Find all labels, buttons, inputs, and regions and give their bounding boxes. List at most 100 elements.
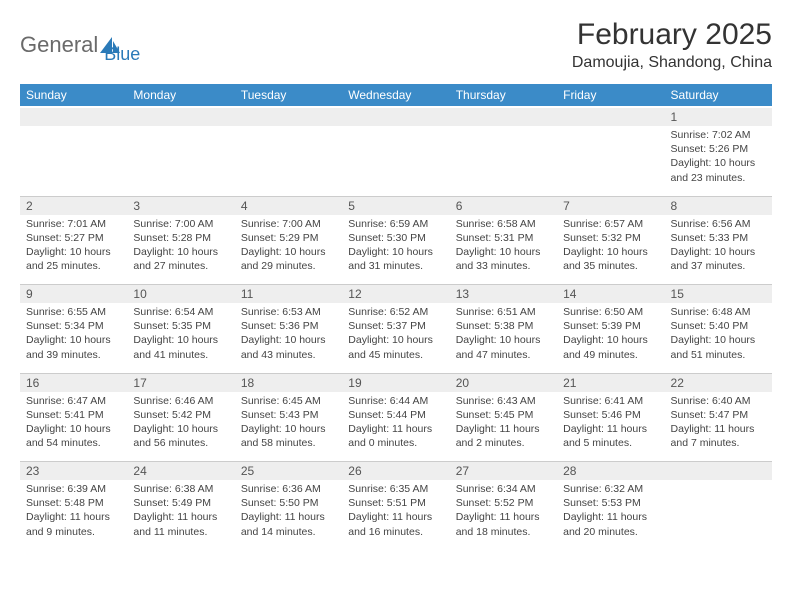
day-number-cell: 16 bbox=[20, 373, 127, 392]
sunset-line: Sunset: 5:52 PM bbox=[456, 496, 551, 510]
day-content-cell: Sunrise: 6:54 AMSunset: 5:35 PMDaylight:… bbox=[127, 303, 234, 373]
day-content-cell: Sunrise: 6:35 AMSunset: 5:51 PMDaylight:… bbox=[342, 480, 449, 550]
day-content-cell: Sunrise: 6:59 AMSunset: 5:30 PMDaylight:… bbox=[342, 215, 449, 285]
sunrise-line: Sunrise: 6:35 AM bbox=[348, 482, 443, 496]
day-number-cell: 6 bbox=[450, 196, 557, 215]
day-number-cell: 11 bbox=[235, 285, 342, 304]
day-number-cell: 28 bbox=[557, 462, 664, 481]
sunset-line: Sunset: 5:26 PM bbox=[671, 142, 766, 156]
day-content-cell: Sunrise: 6:50 AMSunset: 5:39 PMDaylight:… bbox=[557, 303, 664, 373]
day-number-cell: 13 bbox=[450, 285, 557, 304]
sunset-line: Sunset: 5:39 PM bbox=[563, 319, 658, 333]
day-number-cell: 4 bbox=[235, 196, 342, 215]
sunset-line: Sunset: 5:34 PM bbox=[26, 319, 121, 333]
daylight-line: Daylight: 11 hours and 5 minutes. bbox=[563, 422, 658, 450]
day-content-cell: Sunrise: 6:44 AMSunset: 5:44 PMDaylight:… bbox=[342, 392, 449, 462]
logo-text-general: General bbox=[20, 32, 98, 58]
calendar-table: Sunday Monday Tuesday Wednesday Thursday… bbox=[20, 84, 772, 550]
daylight-line: Daylight: 10 hours and 41 minutes. bbox=[133, 333, 228, 361]
day-content-cell bbox=[557, 126, 664, 196]
daylight-line: Daylight: 10 hours and 31 minutes. bbox=[348, 245, 443, 273]
day-number-cell bbox=[127, 107, 234, 126]
daylight-line: Daylight: 10 hours and 29 minutes. bbox=[241, 245, 336, 273]
sunrise-line: Sunrise: 6:40 AM bbox=[671, 394, 766, 408]
day-number-cell bbox=[20, 107, 127, 126]
page-title: February 2025 bbox=[572, 18, 772, 52]
sunset-line: Sunset: 5:36 PM bbox=[241, 319, 336, 333]
daylight-line: Daylight: 11 hours and 9 minutes. bbox=[26, 510, 121, 538]
day-number-cell bbox=[557, 107, 664, 126]
daylight-line: Daylight: 11 hours and 20 minutes. bbox=[563, 510, 658, 538]
day-number-cell: 5 bbox=[342, 196, 449, 215]
day-content-cell: Sunrise: 6:43 AMSunset: 5:45 PMDaylight:… bbox=[450, 392, 557, 462]
day-content-cell: Sunrise: 6:34 AMSunset: 5:52 PMDaylight:… bbox=[450, 480, 557, 550]
day-number-cell: 23 bbox=[20, 462, 127, 481]
daylight-line: Daylight: 10 hours and 33 minutes. bbox=[456, 245, 551, 273]
sunrise-line: Sunrise: 6:45 AM bbox=[241, 394, 336, 408]
day-content-cell: Sunrise: 7:00 AMSunset: 5:28 PMDaylight:… bbox=[127, 215, 234, 285]
sunset-line: Sunset: 5:53 PM bbox=[563, 496, 658, 510]
day-number-cell: 3 bbox=[127, 196, 234, 215]
sunset-line: Sunset: 5:33 PM bbox=[671, 231, 766, 245]
day-content-cell bbox=[450, 126, 557, 196]
daylight-line: Daylight: 11 hours and 16 minutes. bbox=[348, 510, 443, 538]
weekday-header: Saturday bbox=[665, 84, 772, 107]
weekday-header: Sunday bbox=[20, 84, 127, 107]
daylight-line: Daylight: 11 hours and 11 minutes. bbox=[133, 510, 228, 538]
day-content-cell bbox=[342, 126, 449, 196]
sunset-line: Sunset: 5:44 PM bbox=[348, 408, 443, 422]
sunset-line: Sunset: 5:43 PM bbox=[241, 408, 336, 422]
day-number-row: 16171819202122 bbox=[20, 373, 772, 392]
daylight-line: Daylight: 10 hours and 58 minutes. bbox=[241, 422, 336, 450]
day-content-cell: Sunrise: 6:53 AMSunset: 5:36 PMDaylight:… bbox=[235, 303, 342, 373]
sunrise-line: Sunrise: 7:00 AM bbox=[241, 217, 336, 231]
day-number-cell: 21 bbox=[557, 373, 664, 392]
day-content-cell: Sunrise: 7:02 AMSunset: 5:26 PMDaylight:… bbox=[665, 126, 772, 196]
day-content-cell: Sunrise: 6:40 AMSunset: 5:47 PMDaylight:… bbox=[665, 392, 772, 462]
day-content-cell bbox=[235, 126, 342, 196]
sunrise-line: Sunrise: 6:53 AM bbox=[241, 305, 336, 319]
day-content-cell: Sunrise: 7:00 AMSunset: 5:29 PMDaylight:… bbox=[235, 215, 342, 285]
day-content-cell: Sunrise: 6:45 AMSunset: 5:43 PMDaylight:… bbox=[235, 392, 342, 462]
daylight-line: Daylight: 11 hours and 18 minutes. bbox=[456, 510, 551, 538]
day-number-row: 232425262728 bbox=[20, 462, 772, 481]
daylight-line: Daylight: 10 hours and 23 minutes. bbox=[671, 156, 766, 184]
day-number-cell: 19 bbox=[342, 373, 449, 392]
daylight-line: Daylight: 11 hours and 0 minutes. bbox=[348, 422, 443, 450]
sunset-line: Sunset: 5:49 PM bbox=[133, 496, 228, 510]
day-number-cell: 22 bbox=[665, 373, 772, 392]
daylight-line: Daylight: 10 hours and 56 minutes. bbox=[133, 422, 228, 450]
sunrise-line: Sunrise: 6:58 AM bbox=[456, 217, 551, 231]
day-content-cell bbox=[127, 126, 234, 196]
sunrise-line: Sunrise: 6:44 AM bbox=[348, 394, 443, 408]
calendar-body: 1 Sunrise: 7:02 AMSunset: 5:26 PMDayligh… bbox=[20, 107, 772, 550]
sunset-line: Sunset: 5:42 PM bbox=[133, 408, 228, 422]
sunrise-line: Sunrise: 6:39 AM bbox=[26, 482, 121, 496]
day-number-cell bbox=[235, 107, 342, 126]
sunset-line: Sunset: 5:28 PM bbox=[133, 231, 228, 245]
daylight-line: Daylight: 10 hours and 35 minutes. bbox=[563, 245, 658, 273]
weekday-header: Thursday bbox=[450, 84, 557, 107]
day-number-cell: 9 bbox=[20, 285, 127, 304]
day-number-row: 2345678 bbox=[20, 196, 772, 215]
logo: General Blue bbox=[20, 18, 140, 65]
daylight-line: Daylight: 10 hours and 37 minutes. bbox=[671, 245, 766, 273]
sunrise-line: Sunrise: 6:47 AM bbox=[26, 394, 121, 408]
day-content-cell: Sunrise: 6:56 AMSunset: 5:33 PMDaylight:… bbox=[665, 215, 772, 285]
day-number-cell: 24 bbox=[127, 462, 234, 481]
day-content-cell: Sunrise: 6:46 AMSunset: 5:42 PMDaylight:… bbox=[127, 392, 234, 462]
sunset-line: Sunset: 5:50 PM bbox=[241, 496, 336, 510]
day-number-cell: 12 bbox=[342, 285, 449, 304]
day-number-cell: 26 bbox=[342, 462, 449, 481]
sunrise-line: Sunrise: 6:55 AM bbox=[26, 305, 121, 319]
day-content-row: Sunrise: 6:47 AMSunset: 5:41 PMDaylight:… bbox=[20, 392, 772, 462]
daylight-line: Daylight: 10 hours and 45 minutes. bbox=[348, 333, 443, 361]
sunset-line: Sunset: 5:48 PM bbox=[26, 496, 121, 510]
day-content-cell: Sunrise: 6:36 AMSunset: 5:50 PMDaylight:… bbox=[235, 480, 342, 550]
sunset-line: Sunset: 5:30 PM bbox=[348, 231, 443, 245]
sunset-line: Sunset: 5:35 PM bbox=[133, 319, 228, 333]
logo-text-blue: Blue bbox=[104, 44, 140, 65]
day-content-cell: Sunrise: 6:32 AMSunset: 5:53 PMDaylight:… bbox=[557, 480, 664, 550]
sunrise-line: Sunrise: 6:34 AM bbox=[456, 482, 551, 496]
location-label: Damoujia, Shandong, China bbox=[572, 54, 772, 72]
